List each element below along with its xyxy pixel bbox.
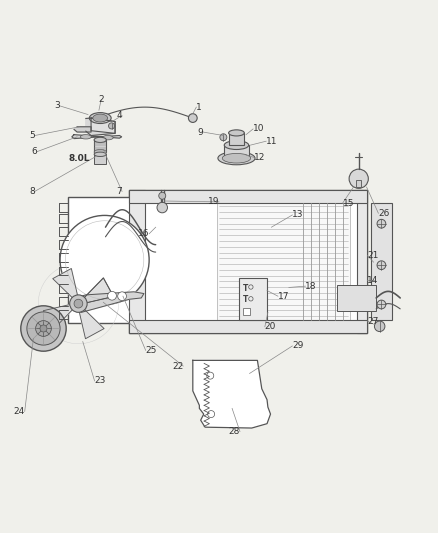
Bar bbox=[130, 190, 145, 333]
Text: 26: 26 bbox=[378, 209, 390, 218]
Text: 20: 20 bbox=[265, 322, 276, 331]
Ellipse shape bbox=[93, 114, 108, 122]
Bar bbox=[94, 140, 106, 152]
Text: 12: 12 bbox=[254, 153, 265, 162]
Bar bbox=[371, 203, 392, 320]
Text: 21: 21 bbox=[367, 251, 379, 260]
Polygon shape bbox=[73, 292, 144, 312]
Circle shape bbox=[377, 261, 386, 270]
Bar bbox=[357, 190, 367, 333]
Ellipse shape bbox=[89, 112, 111, 124]
Text: 10: 10 bbox=[253, 125, 265, 133]
Circle shape bbox=[60, 215, 149, 304]
Polygon shape bbox=[84, 278, 113, 303]
Ellipse shape bbox=[94, 149, 106, 155]
Text: 28: 28 bbox=[229, 427, 240, 436]
Text: T: T bbox=[243, 284, 248, 293]
Text: 22: 22 bbox=[172, 361, 183, 370]
Bar bbox=[356, 180, 361, 188]
Text: 23: 23 bbox=[95, 376, 106, 385]
Polygon shape bbox=[86, 118, 115, 135]
Circle shape bbox=[220, 134, 227, 141]
Circle shape bbox=[188, 114, 197, 123]
Bar bbox=[239, 278, 267, 320]
Text: 29: 29 bbox=[292, 342, 304, 351]
Text: 9: 9 bbox=[197, 127, 203, 136]
Text: 16: 16 bbox=[138, 229, 149, 238]
Circle shape bbox=[70, 295, 87, 312]
Text: 4: 4 bbox=[117, 111, 122, 120]
Ellipse shape bbox=[81, 135, 91, 139]
Circle shape bbox=[159, 192, 166, 199]
Ellipse shape bbox=[94, 138, 106, 142]
Text: 18: 18 bbox=[305, 281, 317, 290]
Circle shape bbox=[40, 325, 47, 332]
Text: 25: 25 bbox=[146, 346, 157, 355]
Text: 7: 7 bbox=[117, 187, 122, 196]
Ellipse shape bbox=[224, 141, 249, 149]
Circle shape bbox=[27, 312, 60, 345]
Polygon shape bbox=[72, 135, 122, 139]
Ellipse shape bbox=[94, 152, 106, 157]
Circle shape bbox=[109, 123, 115, 129]
Polygon shape bbox=[91, 118, 115, 133]
Polygon shape bbox=[74, 127, 91, 132]
Polygon shape bbox=[84, 278, 113, 303]
Text: T: T bbox=[243, 295, 248, 304]
Text: 1: 1 bbox=[196, 103, 202, 111]
Text: 2: 2 bbox=[98, 95, 104, 104]
Text: 19: 19 bbox=[208, 197, 219, 206]
Circle shape bbox=[377, 220, 386, 228]
Bar bbox=[68, 197, 141, 323]
Circle shape bbox=[118, 292, 127, 301]
Polygon shape bbox=[193, 360, 271, 428]
Text: 8.0L: 8.0L bbox=[68, 154, 90, 163]
Text: 17: 17 bbox=[278, 292, 290, 301]
Bar bbox=[229, 133, 244, 145]
Ellipse shape bbox=[222, 154, 251, 163]
Bar bbox=[243, 309, 250, 316]
Ellipse shape bbox=[102, 135, 113, 140]
Polygon shape bbox=[43, 304, 73, 329]
Bar bbox=[130, 190, 367, 333]
Text: 3: 3 bbox=[54, 101, 60, 110]
Text: 15: 15 bbox=[343, 199, 354, 208]
Text: 14: 14 bbox=[367, 276, 379, 285]
Bar bbox=[217, 200, 350, 322]
Text: 6: 6 bbox=[31, 147, 37, 156]
Bar bbox=[94, 154, 106, 164]
Text: 13: 13 bbox=[292, 211, 304, 220]
Bar bbox=[130, 190, 367, 203]
Bar bbox=[130, 320, 367, 333]
Text: 5: 5 bbox=[29, 131, 35, 140]
Circle shape bbox=[374, 321, 385, 332]
Circle shape bbox=[35, 321, 51, 336]
Circle shape bbox=[21, 306, 66, 351]
Text: 27: 27 bbox=[367, 317, 379, 326]
Circle shape bbox=[74, 299, 83, 308]
Circle shape bbox=[349, 169, 368, 188]
Ellipse shape bbox=[229, 130, 244, 136]
Polygon shape bbox=[79, 309, 104, 338]
Text: 8: 8 bbox=[29, 187, 35, 196]
Circle shape bbox=[377, 300, 386, 309]
Bar bbox=[224, 145, 249, 158]
Polygon shape bbox=[53, 269, 78, 298]
Text: 11: 11 bbox=[266, 136, 278, 146]
Circle shape bbox=[157, 203, 167, 213]
Bar bbox=[337, 285, 376, 311]
Circle shape bbox=[108, 292, 117, 300]
Text: 24: 24 bbox=[14, 407, 25, 416]
Ellipse shape bbox=[218, 152, 255, 165]
